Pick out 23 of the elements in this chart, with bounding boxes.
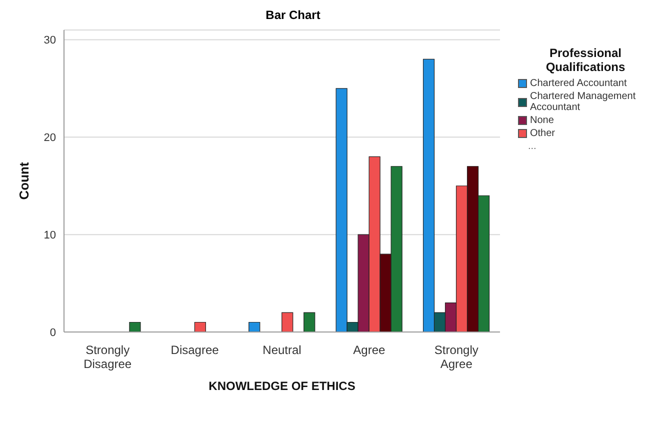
x-tick-label: Strongly Disagree <box>84 343 132 371</box>
legend-title: Professional Qualifications <box>544 46 626 74</box>
legend-label: Other <box>530 128 556 139</box>
bar <box>282 312 294 332</box>
bar <box>129 322 141 332</box>
legend-label: Chartered Management Accountant <box>530 91 637 113</box>
legend-label: Chartered Accountant <box>530 78 627 89</box>
bar <box>304 312 316 332</box>
y-tick-label: 10 <box>44 229 56 242</box>
bar <box>248 322 260 332</box>
x-tick-label: Neutral <box>262 343 302 357</box>
x-tick-label: Strongly Agree <box>434 343 478 371</box>
x-tick-label: Disagree <box>170 343 220 357</box>
x-axis-title: KNOWLEDGE OF ETHICS <box>208 379 356 393</box>
y-tick-label: 0 <box>50 326 56 339</box>
bar <box>194 322 206 332</box>
y-axis-title: Count <box>16 162 32 200</box>
chart-title: Bar Chart <box>264 8 322 22</box>
y-tick-label: 30 <box>44 34 56 47</box>
x-tick-label: Agree <box>353 343 386 357</box>
text: ... <box>527 141 538 152</box>
legend-label: None <box>530 115 554 126</box>
y-tick-label: 20 <box>44 132 56 144</box>
